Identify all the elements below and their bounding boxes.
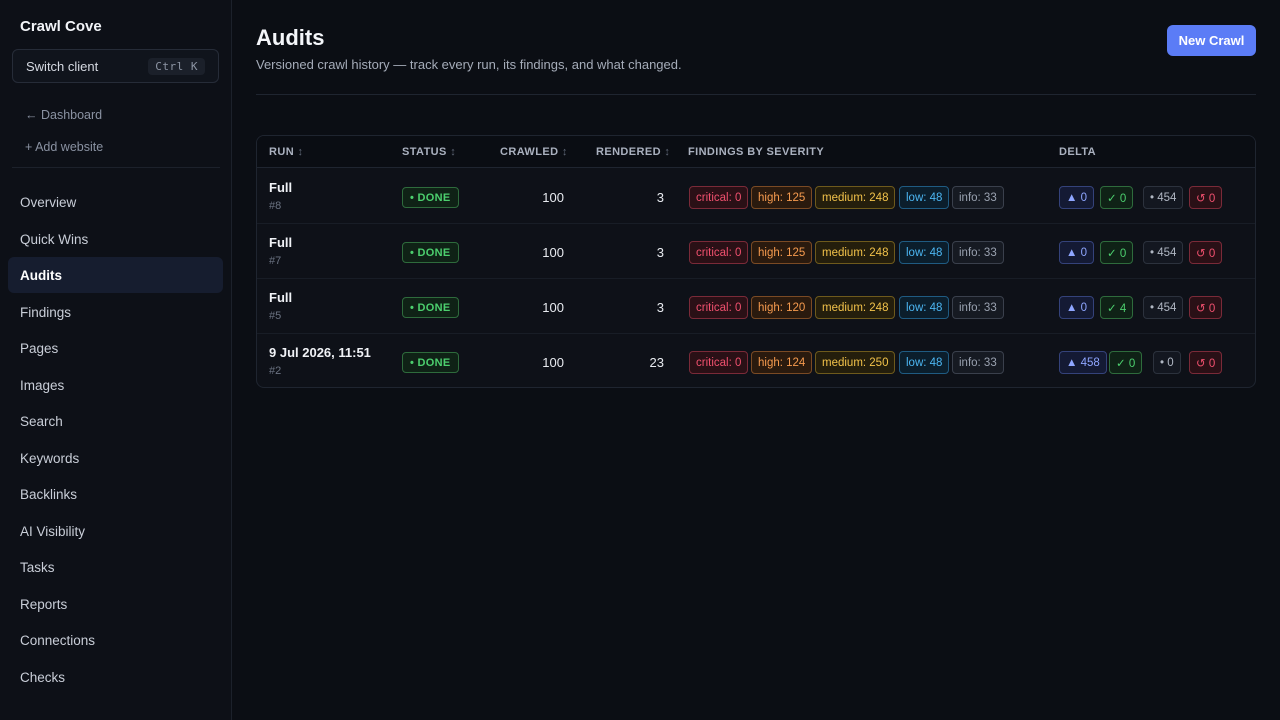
back-to-dashboard-link[interactable]: ← Dashboard <box>25 108 103 122</box>
column-header-run[interactable]: RUN ↕ <box>269 146 304 158</box>
delta-new-badge: ▲ 0 <box>1059 186 1094 209</box>
sidebar-item-reports[interactable]: Reports <box>20 596 68 612</box>
severity-high-badge: high: 120 <box>751 296 813 319</box>
sidebar: Crawl Cove Switch client Ctrl K ← Dashbo… <box>0 0 232 720</box>
severity-medium-badge: medium: 248 <box>815 241 896 264</box>
run-title: Full <box>269 180 293 195</box>
crawled-count: 100 <box>542 355 564 370</box>
severity-medium-badge: medium: 250 <box>815 351 896 374</box>
rendered-count: 3 <box>656 245 664 260</box>
delta-regressed-badge: ↺ 0 <box>1189 351 1223 374</box>
severity-low-badge: low: 48 <box>899 351 950 374</box>
delta-regressed-badge: ↺ 0 <box>1189 296 1223 319</box>
sidebar-item-quick-wins[interactable]: Quick Wins <box>20 231 89 247</box>
column-header-findings: FINDINGS BY SEVERITY <box>688 146 825 158</box>
severity-critical-badge: critical: 0 <box>689 241 749 264</box>
severity-high-badge: high: 124 <box>751 351 813 374</box>
run-number: #7 <box>269 255 282 267</box>
severity-low-badge: low: 48 <box>899 241 950 264</box>
delta-fixed-badge: ✓ 0 <box>1109 351 1143 374</box>
sidebar-item-checks[interactable]: Checks <box>20 669 66 685</box>
sidebar-item-keywords[interactable]: Keywords <box>20 450 80 466</box>
severity-medium-badge: medium: 248 <box>815 186 896 209</box>
switch-client-button[interactable]: Switch client Ctrl K <box>12 49 219 83</box>
audits-table: RUN ↕ STATUS ↕ CRAWLED ↕ RENDERED ↕ FIND… <box>256 135 1256 388</box>
sidebar-item-audits[interactable]: Audits <box>8 257 223 293</box>
severity-info-badge: info: 33 <box>952 186 1004 209</box>
delta-fixed-badge: ✓ 4 <box>1100 296 1134 319</box>
severity-low-badge: low: 48 <box>899 186 950 209</box>
sidebar-item-tasks[interactable]: Tasks <box>20 559 55 575</box>
severity-info-badge: info: 33 <box>952 296 1004 319</box>
page-subtitle: Versioned crawl history — track every ru… <box>256 57 682 72</box>
column-header-delta: DELTA <box>1059 146 1097 158</box>
table-row[interactable]: Full #8 • DONE 100 3 critical: 0 high: 1… <box>257 169 1255 224</box>
sidebar-item-findings[interactable]: Findings <box>20 304 72 320</box>
delta-persisting-badge: • 454 <box>1143 241 1184 264</box>
sidebar-item-search[interactable]: Search <box>20 413 63 429</box>
sidebar-item-overview[interactable]: Overview <box>20 194 77 210</box>
crawled-count: 100 <box>542 245 564 260</box>
sort-icon: ↕ <box>450 146 457 158</box>
sidebar-item-backlinks[interactable]: Backlinks <box>20 486 78 502</box>
severity-critical-badge: critical: 0 <box>689 351 749 374</box>
severity-critical-badge: critical: 0 <box>689 296 749 319</box>
new-crawl-button[interactable]: New Crawl <box>1167 25 1256 56</box>
sort-icon: ↕ <box>561 146 568 158</box>
severity-low-badge: low: 48 <box>899 296 950 319</box>
brand-name: Crawl Cove <box>20 18 102 35</box>
severity-high-badge: high: 125 <box>751 186 813 209</box>
run-number: #5 <box>269 310 282 322</box>
switch-client-label: Switch client <box>26 58 99 74</box>
table-row[interactable]: 9 Jul 2026, 11:51 #2 • DONE 100 23 criti… <box>257 334 1255 387</box>
severity-info-badge: info: 33 <box>952 241 1004 264</box>
rendered-count: 3 <box>656 300 664 315</box>
status-badge: • DONE <box>402 242 459 263</box>
column-header-rendered[interactable]: RENDERED ↕ <box>596 146 671 158</box>
delta-persisting-badge: • 454 <box>1143 296 1184 319</box>
severity-info-badge: info: 33 <box>952 351 1004 374</box>
run-number: #2 <box>269 365 282 377</box>
add-website-link[interactable]: + Add website <box>25 140 104 154</box>
delta-regressed-badge: ↺ 0 <box>1189 241 1223 264</box>
status-badge: • DONE <box>402 297 459 318</box>
status-badge: • DONE <box>402 352 459 373</box>
run-title: 9 Jul 2026, 11:51 <box>269 345 371 360</box>
column-header-status[interactable]: STATUS ↕ <box>402 146 457 158</box>
column-header-crawled[interactable]: CRAWLED ↕ <box>500 146 568 158</box>
severity-medium-badge: medium: 248 <box>815 296 896 319</box>
severity-critical-badge: critical: 0 <box>689 186 749 209</box>
table-header: RUN ↕ STATUS ↕ CRAWLED ↕ RENDERED ↕ FIND… <box>257 136 1255 168</box>
table-row[interactable]: Full #5 • DONE 100 3 critical: 0 high: 1… <box>257 279 1255 334</box>
sidebar-item-images[interactable]: Images <box>20 377 65 393</box>
sidebar-item-ai-visibility[interactable]: AI Visibility <box>20 523 86 539</box>
run-number: #8 <box>269 200 282 212</box>
delta-fixed-badge: ✓ 0 <box>1100 186 1134 209</box>
delta-fixed-badge: ✓ 0 <box>1100 241 1134 264</box>
sidebar-divider <box>12 167 220 168</box>
crawled-count: 100 <box>542 190 564 205</box>
status-badge: • DONE <box>402 187 459 208</box>
sidebar-item-connections[interactable]: Connections <box>20 632 96 648</box>
sort-icon: ↕ <box>664 146 671 158</box>
delta-persisting-badge: • 0 <box>1153 351 1181 374</box>
crawled-count: 100 <box>542 300 564 315</box>
run-title: Full <box>269 290 293 305</box>
severity-high-badge: high: 125 <box>751 241 813 264</box>
rendered-count: 3 <box>656 190 664 205</box>
sort-icon: ↕ <box>297 146 304 158</box>
sidebar-item-pages[interactable]: Pages <box>20 340 59 356</box>
delta-new-badge: ▲ 458 <box>1059 351 1107 374</box>
table-row[interactable]: Full #7 • DONE 100 3 critical: 0 high: 1… <box>257 224 1255 279</box>
delta-regressed-badge: ↺ 0 <box>1189 186 1223 209</box>
delta-new-badge: ▲ 0 <box>1059 296 1094 319</box>
delta-new-badge: ▲ 0 <box>1059 241 1094 264</box>
delta-persisting-badge: • 454 <box>1143 186 1184 209</box>
header-divider <box>256 94 1256 95</box>
switch-client-shortcut: Ctrl K <box>148 57 205 75</box>
rendered-count: 23 <box>649 355 664 370</box>
page-title: Audits <box>256 25 325 50</box>
run-title: Full <box>269 235 293 250</box>
